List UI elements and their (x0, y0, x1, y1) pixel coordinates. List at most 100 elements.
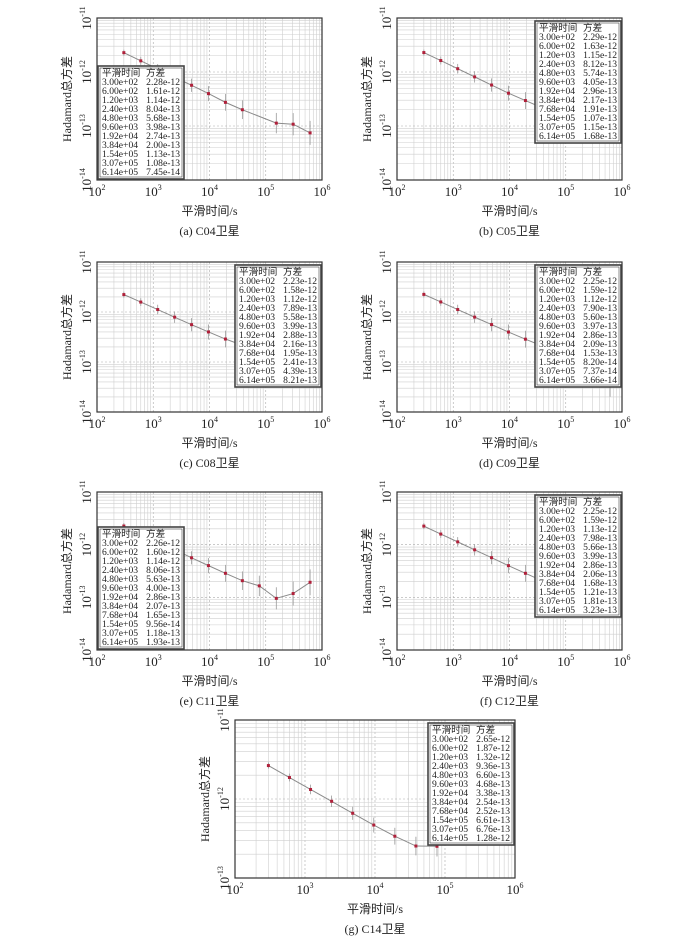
table-cell-time: 2.40e+03 (539, 59, 575, 70)
table-header-time: 平滑时间 (539, 496, 577, 508)
legend-table: 平滑时间 方差3.00e+02 2.26e-126.00e+02 1.60e-121.… (97, 526, 185, 650)
table-cell-variance: 7.90e-13 (583, 303, 617, 314)
y-tick-exponent: -12 (378, 60, 387, 71)
legend-table-inner-border (536, 496, 620, 616)
table-cell-time: 2.40e+03 (102, 565, 138, 576)
x-tick-base: 10 (557, 416, 570, 431)
x-tick-base: 10 (297, 882, 310, 897)
x-tick-label: 102 (89, 415, 106, 431)
x-tick-exponent: 4 (380, 881, 384, 890)
x-tick-exponent: 5 (570, 653, 574, 662)
x-tick-label: 106 (314, 183, 331, 199)
x-tick-base: 10 (89, 654, 102, 669)
table-cell-variance: 2.88e-13 (283, 330, 317, 341)
y-tick-base: 10 (379, 491, 394, 504)
x-axis-label: 平滑时间/s (481, 674, 537, 688)
data-point (240, 108, 244, 112)
x-tick-label: 102 (89, 653, 106, 669)
y-tick-label: 10-11 (378, 480, 394, 503)
data-point (257, 584, 261, 588)
table-cell-time: 3.07e+05 (432, 824, 468, 835)
table-cell-variance: 1.61e-12 (146, 86, 180, 97)
y-tick-base: 10 (379, 311, 394, 324)
table-cell-variance: 1.14e-12 (146, 556, 180, 567)
data-point (266, 764, 270, 768)
y-tick-base: 10 (79, 491, 94, 504)
y-tick-label: 10-12 (378, 300, 394, 324)
table-cell-time: 9.60e+03 (432, 779, 468, 790)
table-cell-variance: 6.76e-13 (476, 824, 510, 835)
table-cell-time: 3.07e+05 (539, 596, 575, 607)
x-tick-label: 106 (614, 415, 631, 431)
x-tick-base: 10 (367, 882, 380, 897)
y-axis-label: Hadamard总方差 (359, 56, 374, 142)
y-tick-exponent: -11 (378, 250, 387, 260)
x-tick-base: 10 (227, 882, 240, 897)
x-tick-exponent: 5 (270, 653, 274, 662)
x-tick-exponent: 3 (158, 183, 162, 192)
table-cell-variance: 4.00e-13 (146, 583, 180, 594)
table-header-time: 平滑时间 (102, 67, 140, 79)
panel-caption: (c) C08卫星 (179, 456, 239, 470)
x-tick-label: 102 (89, 183, 106, 199)
chart-panel-e: 102 103 104 105 10610-1110-1210-1310-14Hadam… (59, 480, 331, 708)
table-cell-time: 1.54e+05 (102, 619, 138, 630)
data-point (223, 337, 227, 341)
data-point (523, 337, 527, 341)
table-cell-variance: 2.74e-13 (146, 131, 180, 142)
y-tick-label: 10-11 (378, 250, 394, 273)
y-tick-exponent: -12 (78, 300, 87, 311)
x-tick-exponent: 4 (514, 415, 518, 424)
y-tick-exponent: -13 (78, 114, 87, 125)
table-header-variance: 方差 (476, 724, 496, 736)
y-tick-base: 10 (79, 596, 94, 609)
x-tick-label: 106 (314, 653, 331, 669)
plot-frame (396, 17, 623, 181)
x-tick-base: 10 (257, 184, 270, 199)
table-cell-variance: 2.07e-13 (146, 601, 180, 612)
table-cell-time: 2.40e+03 (432, 761, 468, 772)
data-point (330, 799, 334, 803)
plot-frame (396, 261, 623, 413)
x-tick-label: 102 (389, 653, 406, 669)
table-header-variance: 方差 (583, 496, 603, 508)
y-tick-base: 10 (79, 544, 94, 557)
x-tick-base: 10 (507, 882, 520, 897)
x-tick-exponent: 2 (402, 653, 406, 662)
table-cell-time: 7.68e+04 (539, 104, 575, 115)
y-tick-base: 10 (79, 261, 94, 274)
y-tick-label: 10-13 (378, 585, 394, 609)
y-tick-exponent: -14 (78, 638, 87, 649)
chart-panel-b: 102 103 104 105 10610-1110-1210-1310-14Hadam… (359, 6, 631, 238)
table-header-variance: 方差 (583, 266, 603, 278)
table-cell-variance: 2.86e-13 (146, 592, 180, 603)
x-tick-exponent: 2 (102, 183, 106, 192)
data-point (523, 571, 527, 575)
x-tick-exponent: 2 (240, 881, 244, 890)
x-axis-label: 平滑时间/s (181, 436, 237, 450)
y-tick-exponent: -11 (78, 480, 87, 490)
table-cell-time: 6.00e+02 (539, 41, 575, 52)
legend-table-inner-border (536, 22, 620, 142)
x-tick-base: 10 (614, 184, 627, 199)
x-tick-base: 10 (437, 882, 450, 897)
y-tick-base: 10 (79, 179, 94, 192)
y-tick-label: 10-13 (78, 585, 94, 609)
table-cell-time: 1.20e+03 (102, 95, 138, 106)
y-tick-exponent: -11 (378, 480, 387, 490)
table-cell-time: 1.92e+04 (539, 86, 575, 97)
legend-table: 平滑时间 方差3.00e+02 2.28e-126.00e+02 1.61e-121.… (97, 65, 185, 180)
data-point (435, 844, 439, 848)
data-point (287, 776, 291, 780)
data-point (414, 844, 418, 848)
table-cell-time: 1.54e+05 (102, 149, 138, 160)
table-cell-variance: 1.32e-12 (476, 752, 510, 763)
table-cell-variance: 1.68e-13 (583, 578, 617, 589)
chart-panel-d: 102 103 104 105 10610-1110-1210-1310-14Hadam… (359, 250, 631, 470)
table-cell-time: 4.80e+03 (102, 113, 138, 124)
legend-table-border (97, 65, 185, 180)
table-cell-time: 2.40e+03 (239, 303, 275, 314)
panel-caption: (g) C14卫星 (345, 922, 406, 936)
table-cell-variance: 3.23e-13 (583, 605, 617, 616)
x-tick-label: 106 (507, 881, 524, 897)
